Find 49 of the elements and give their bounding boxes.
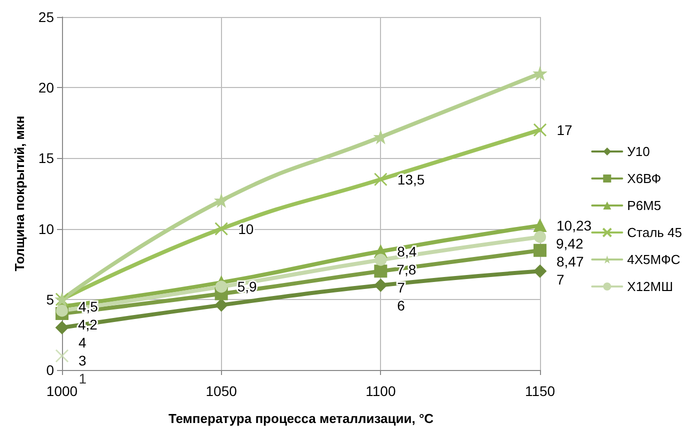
data-label: 10,23 xyxy=(556,218,592,234)
point xyxy=(374,130,388,144)
x-tick-label: 1000 xyxy=(46,383,78,399)
y-tick-label: 25 xyxy=(38,9,54,25)
data-label: 17 xyxy=(556,122,573,138)
legend-label: Х12МШ xyxy=(627,279,674,294)
point xyxy=(55,349,69,363)
x-axis-title: Температура процесса металлизации, °С xyxy=(168,411,434,426)
legend-label: У10 xyxy=(627,144,650,159)
y-tick-label: 10 xyxy=(38,220,54,237)
data-label: 7 xyxy=(556,272,564,288)
y-axis-title: Толщина покрытий, мкн xyxy=(12,116,27,272)
point xyxy=(374,264,388,278)
data-label: 4,5 xyxy=(78,298,98,314)
point xyxy=(374,254,387,266)
point xyxy=(56,304,68,317)
point xyxy=(534,244,546,257)
point xyxy=(215,280,228,293)
y-tick-label: 15 xyxy=(38,150,54,166)
data-label: 8,4 xyxy=(397,243,417,260)
x-tick-label: 1150 xyxy=(524,383,556,399)
legend-label: Р6М5 xyxy=(627,198,662,213)
point xyxy=(214,298,228,312)
data-label: 3 xyxy=(78,352,86,368)
data-label: 10 xyxy=(238,220,254,237)
point xyxy=(534,264,546,278)
legend-label: Х6ВФ xyxy=(627,171,662,186)
point xyxy=(533,123,547,137)
data-label: 4 xyxy=(78,334,86,350)
legend-label: Сталь 45 xyxy=(627,225,682,240)
y-tick-label: 20 xyxy=(38,80,54,96)
data-label: 13,5 xyxy=(397,171,425,188)
point xyxy=(214,222,228,236)
data-label: 6 xyxy=(397,297,406,314)
data-label: 9,42 xyxy=(556,236,584,252)
legend-label: 4Х5МФС xyxy=(627,252,680,267)
x-tick-label: 1050 xyxy=(206,383,238,399)
data-label: 1 xyxy=(78,370,87,386)
point xyxy=(534,219,546,232)
y-tick-label: 5 xyxy=(46,291,54,308)
data-label: 8,47 xyxy=(556,254,584,270)
point xyxy=(534,66,546,80)
point xyxy=(534,230,546,243)
x-tick-label: 1100 xyxy=(366,383,396,399)
point xyxy=(374,172,388,186)
y-tick-label: 0 xyxy=(46,362,54,378)
point xyxy=(374,278,388,292)
point xyxy=(214,194,228,208)
point xyxy=(56,321,68,334)
